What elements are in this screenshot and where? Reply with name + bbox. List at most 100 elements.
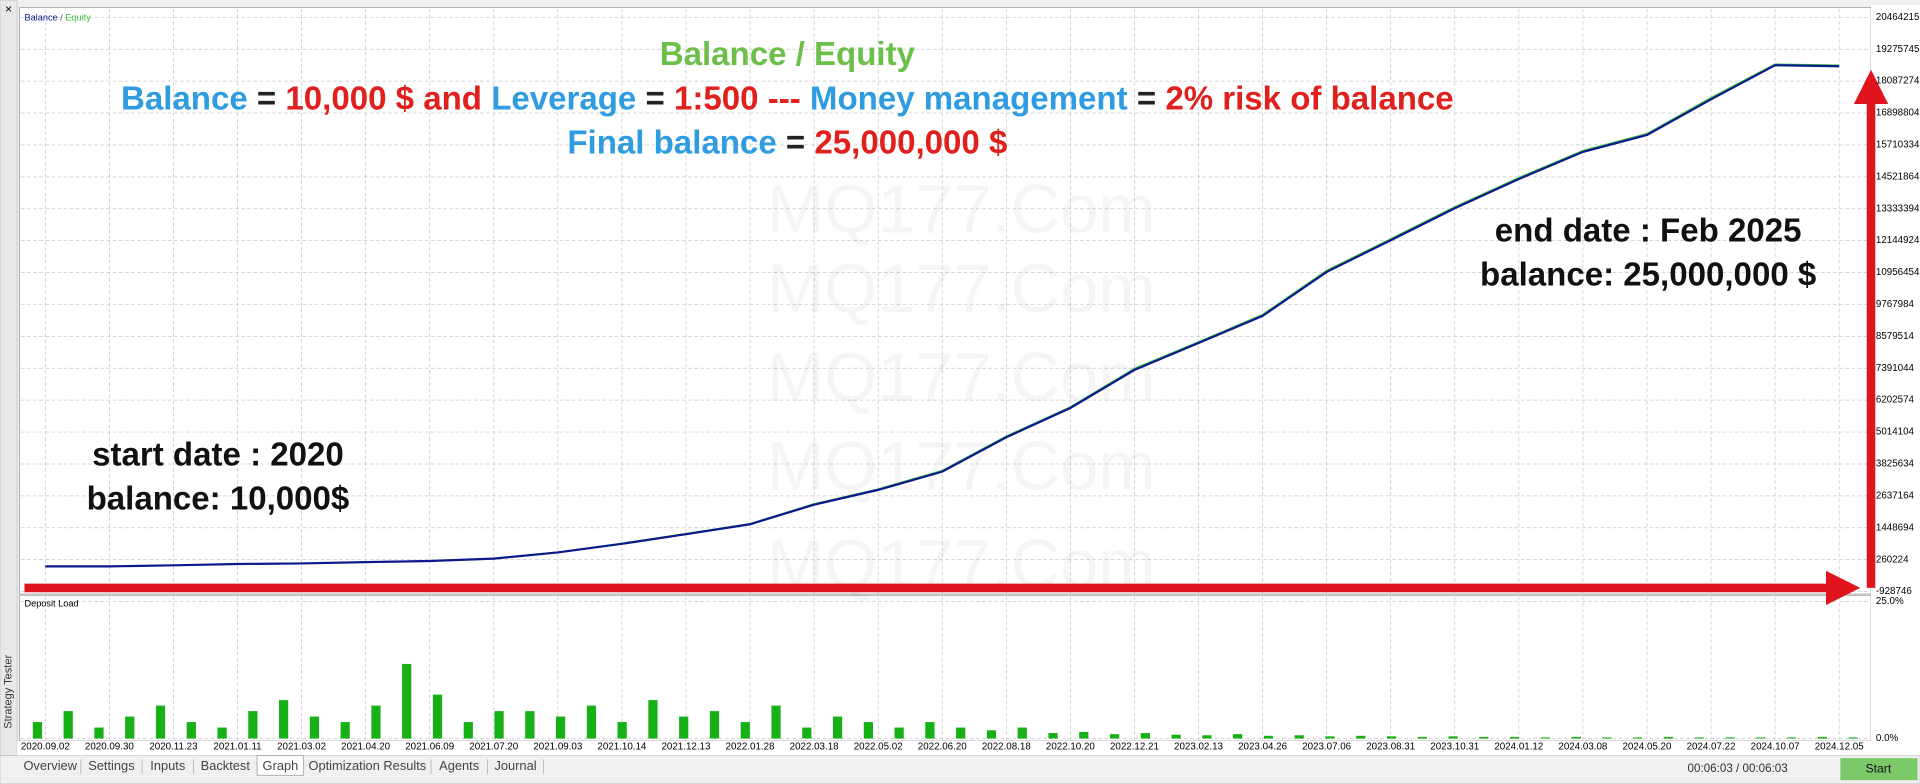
- bar: [1171, 734, 1181, 739]
- headline-part: 1:500 ---: [674, 80, 801, 117]
- start-label[interactable]: Start: [1865, 761, 1891, 775]
- x-tick-label: 2024.05.20: [1622, 742, 1672, 753]
- x-tick-label: 2021.07.20: [469, 742, 519, 753]
- x-tick-label: 2024.12.05: [1815, 742, 1865, 753]
- elapsed-time: 00:06:03 / 00:06:03: [1688, 762, 1788, 775]
- annotation: end date : Feb 2025: [1495, 213, 1802, 250]
- y-tick-label: 260224: [1876, 554, 1909, 565]
- tab[interactable]: Backtest: [201, 758, 251, 773]
- x-tick-label: 2023.10.31: [1430, 742, 1479, 753]
- x-tick-label: 2023.07.06: [1302, 742, 1352, 753]
- headline: Final balance = 25,000,000 $: [567, 124, 1007, 161]
- panel-title: Deposit Load: [24, 598, 78, 608]
- bar: [586, 705, 597, 739]
- bar: [617, 722, 627, 739]
- bar: [1079, 731, 1089, 739]
- headline-part: Balance: [121, 80, 248, 117]
- bar: [1356, 735, 1366, 739]
- bar: [309, 716, 320, 739]
- annotation: balance: 25,000,000 $: [1480, 257, 1816, 294]
- legend-entry: Equity: [65, 13, 91, 23]
- x-tick-label: 2021.01.11: [213, 742, 261, 753]
- x-tick-label: 2023.02.13: [1174, 742, 1224, 753]
- x-tick-label: 2022.05.02: [854, 742, 903, 753]
- y-tick-label: 19275745: [1876, 44, 1920, 55]
- x-tick-label: 2020.09.30: [85, 742, 135, 753]
- headline: Balance = 10,000 $ and Leverage = 1:500 …: [121, 80, 1454, 117]
- x-tick-label: 2021.03.02: [277, 742, 326, 753]
- bar: [740, 722, 750, 739]
- side-panel: [0, 0, 18, 756]
- x-tick-label: 2024.07.22: [1687, 742, 1736, 753]
- x-tick-label: 2024.03.08: [1558, 742, 1608, 753]
- bar: [863, 722, 873, 739]
- y-tick-label: 7391044: [1876, 363, 1915, 374]
- bar: [186, 722, 196, 739]
- x-tick-label: 2023.08.31: [1366, 742, 1415, 753]
- bar: [1417, 736, 1427, 739]
- bar: [1787, 737, 1797, 739]
- bar: [925, 722, 935, 739]
- y-tick-label: 8579514: [1876, 331, 1915, 342]
- close-button[interactable]: ×: [5, 2, 12, 16]
- y-tick-label: 9767984: [1876, 299, 1915, 310]
- bar: [956, 727, 966, 739]
- x-tick-label: 2022.06.20: [918, 742, 968, 753]
- bar: [1848, 737, 1858, 739]
- watermark: MQ177.Com: [767, 171, 1156, 248]
- side-title: Strategy Tester: [2, 655, 14, 729]
- bar: [494, 711, 504, 739]
- bar: [1663, 736, 1674, 739]
- bar: [1294, 735, 1304, 739]
- bar: [340, 722, 350, 739]
- watermark: MQ177.Com: [767, 338, 1156, 415]
- legend-entry: Balance: [24, 13, 57, 23]
- bar: [155, 705, 166, 739]
- headline-part: Money management: [810, 80, 1128, 117]
- y-tick-label: 16898804: [1876, 108, 1920, 119]
- chart-title: Balance / Equity: [660, 36, 916, 73]
- start-button[interactable]: [1840, 758, 1918, 781]
- bar: [771, 705, 781, 739]
- tab[interactable]: Inputs: [150, 758, 185, 773]
- y-tick-label: -928746: [1876, 586, 1912, 597]
- bar: [986, 730, 997, 739]
- bar: [1202, 735, 1212, 739]
- load-plot: [19, 594, 1872, 742]
- tab[interactable]: Agents: [439, 758, 479, 773]
- headline-part: =: [786, 124, 805, 161]
- tab[interactable]: Overview: [23, 758, 77, 773]
- bar: [709, 711, 720, 739]
- bar: [1109, 734, 1120, 739]
- tab-selected[interactable]: [256, 755, 305, 776]
- x-tick-label: 2021.10.14: [597, 742, 647, 753]
- tab[interactable]: Graph: [263, 758, 299, 773]
- y-tick-label: 3825634: [1876, 459, 1915, 470]
- y-tick-label: 2637164: [1876, 490, 1915, 501]
- y-tick-label: 5014104: [1876, 427, 1915, 438]
- x-tick-label: 2021.06.09: [405, 742, 454, 753]
- tab[interactable]: Journal: [494, 758, 536, 773]
- x-tick-label: 2020.09.02: [21, 742, 70, 753]
- bar: [525, 711, 535, 739]
- bar: [1510, 736, 1520, 739]
- x-tick-label: 2020.11.23: [149, 742, 198, 753]
- bar: [371, 705, 381, 739]
- bar: [32, 722, 43, 739]
- bar: [1479, 736, 1489, 739]
- tab[interactable]: Optimization Results: [308, 758, 426, 773]
- x-tick-label: 2024.01.12: [1494, 742, 1543, 753]
- bar: [555, 716, 566, 739]
- tab[interactable]: Settings: [88, 758, 134, 773]
- bar: [63, 711, 73, 739]
- bar: [1140, 733, 1150, 739]
- x-tick-label: 2023.04.26: [1238, 742, 1288, 753]
- bar: [1694, 737, 1704, 739]
- legend-separator: /: [58, 13, 66, 23]
- bar: [1633, 737, 1643, 739]
- series-line: [45, 64, 1840, 568]
- x-tick-label: 2024.10.07: [1751, 742, 1800, 753]
- y-tick-label: 6202574: [1876, 395, 1915, 406]
